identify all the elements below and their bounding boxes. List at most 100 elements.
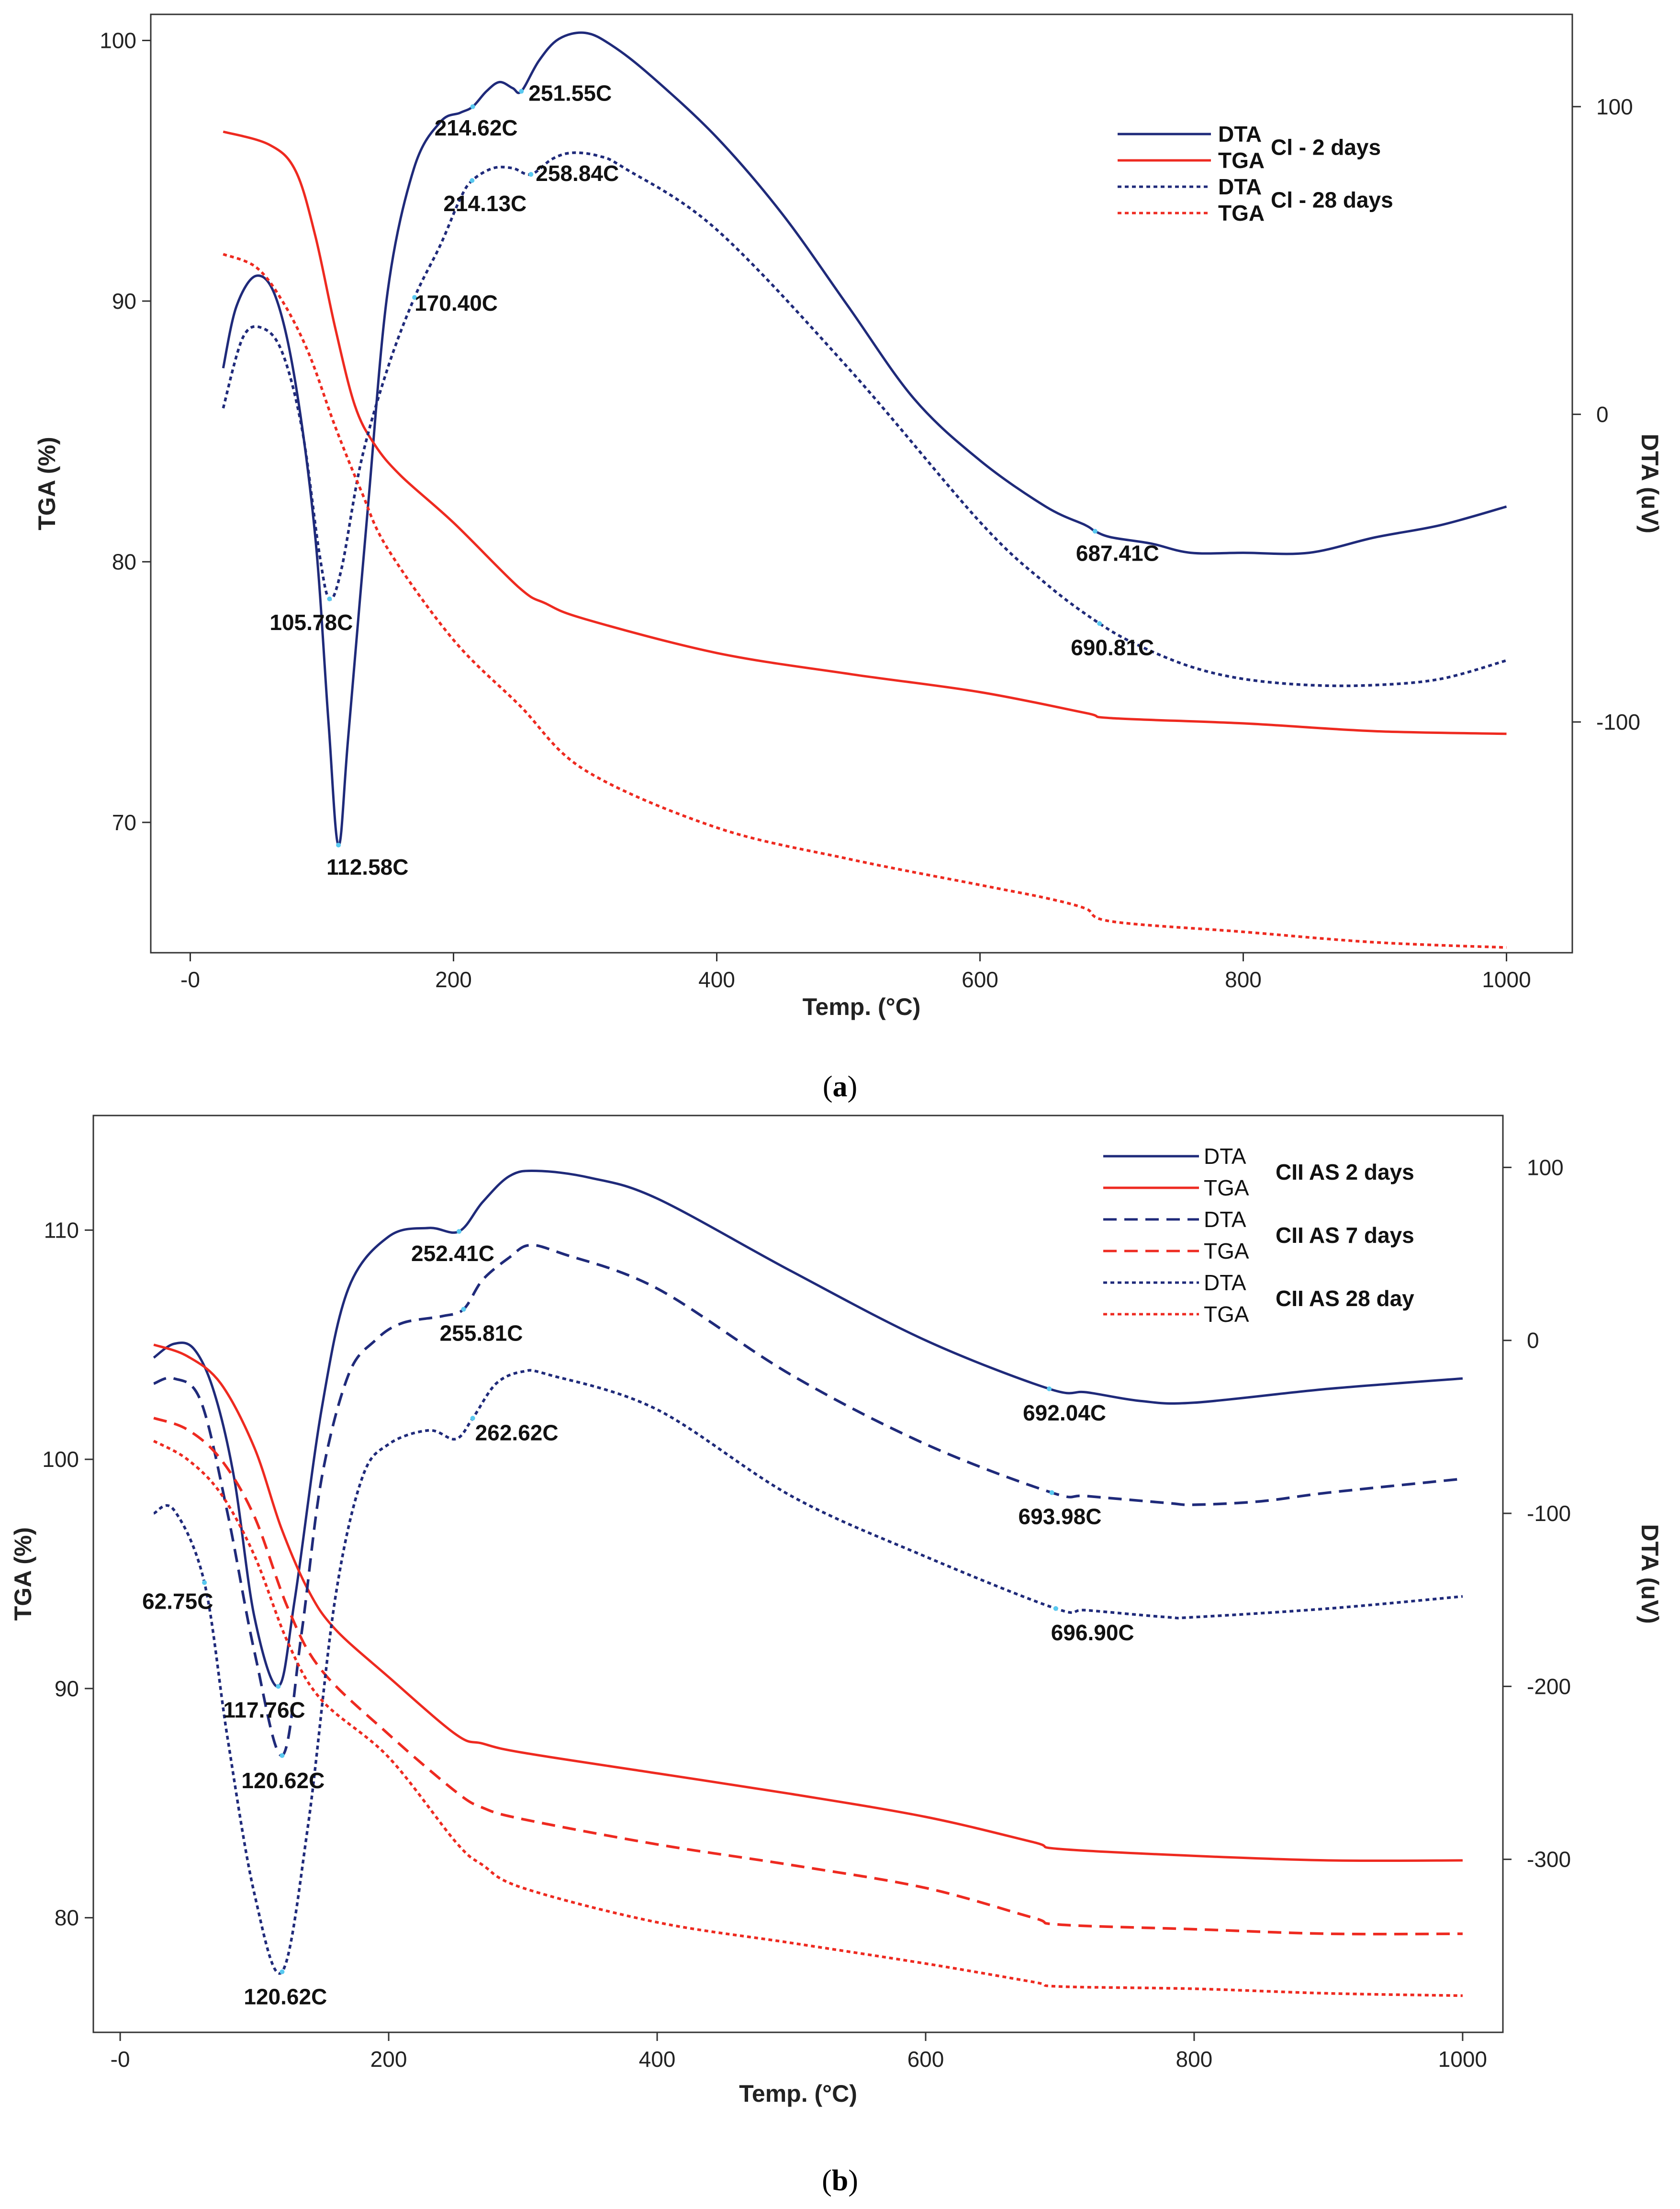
panel-b-peak-marker xyxy=(470,1416,475,1421)
panel-a-peak-marker xyxy=(412,295,417,300)
panel-b-x-tick-label: 1000 xyxy=(1438,2047,1487,2072)
panel-a-caption: (a) xyxy=(823,1071,857,1103)
panel-b-caption-letter: b xyxy=(832,2164,848,2197)
panel-a-peak-marker xyxy=(336,843,341,848)
panel-a-legend-label: DTA xyxy=(1218,174,1262,199)
panel-b-legend-group-label: CII AS 7 days xyxy=(1276,1223,1414,1248)
panel-a-x-tick-label: 800 xyxy=(1225,967,1262,992)
panel-a-peak-label: 105.78C xyxy=(269,610,353,635)
panel-b-legend-label: TGA xyxy=(1204,1302,1249,1327)
panel-a-y2-axis-title: DTA (uV) xyxy=(1636,434,1663,533)
panel-b-peak-marker xyxy=(280,1969,285,1974)
panel-b-peak-marker xyxy=(457,1229,462,1234)
panel-b-legend-label: DTA xyxy=(1204,1207,1246,1232)
panel-b-caption: (b) xyxy=(822,2164,858,2197)
panel-a-legend-label: TGA xyxy=(1218,148,1265,173)
panel-b-y-tick-label: 90 xyxy=(55,1676,79,1701)
panel-a-x-axis-title: Temp. (°C) xyxy=(803,993,921,1020)
panel-b-x-tick-label: 800 xyxy=(1176,2047,1213,2072)
panel-b-peak-marker xyxy=(1047,1386,1052,1391)
panel-a-caption-letter: a xyxy=(833,1071,848,1103)
panel-a-legend-label: DTA xyxy=(1218,122,1262,147)
panel-a-peak-label: 170.40C xyxy=(414,291,498,316)
panel-b-y2-tick-label: -100 xyxy=(1527,1501,1571,1526)
panel-b-peak-marker xyxy=(280,1753,285,1758)
panel-b-x-tick-label: -0 xyxy=(111,2047,130,2072)
panel-a-y-tick-label: 70 xyxy=(112,810,136,835)
panel-b-x-tick-label: 600 xyxy=(907,2047,944,2072)
panel-a-peak-marker xyxy=(1097,621,1102,626)
panel-b-x-tick-label: 200 xyxy=(370,2047,407,2072)
panel-b-y2-tick-label: -300 xyxy=(1527,1847,1571,1872)
panel-a-y2-tick-label: 100 xyxy=(1596,94,1633,119)
panel-b-legend-label: TGA xyxy=(1204,1239,1249,1263)
panel-b-peak-marker xyxy=(202,1580,207,1585)
panel-b-y-tick-label: 80 xyxy=(55,1905,79,1930)
panel-b-peak-label: 696.90C xyxy=(1051,1620,1134,1645)
panel-a-y2-tick-label: 0 xyxy=(1596,402,1609,427)
panel-b-y2-tick-label: -200 xyxy=(1527,1674,1571,1699)
panel-a-x-tick-label: 400 xyxy=(698,967,735,992)
panel-a-peak-label: 251.55C xyxy=(528,81,612,106)
panel-b-y-tick-label: 110 xyxy=(44,1217,79,1242)
panel-a-x-tick-label: 200 xyxy=(435,967,472,992)
panel-b-peak-label: 252.41C xyxy=(411,1241,494,1266)
panel-a-y-tick-label: 100 xyxy=(100,28,136,53)
panel-a-legend-label: TGA xyxy=(1218,201,1265,225)
panel-b-y2-tick-label: 0 xyxy=(1527,1328,1539,1353)
panel-b-peak-label: 62.75C xyxy=(142,1589,213,1614)
panel-b-peak-label: 120.62C xyxy=(241,1768,325,1793)
panel-a-peak-label: 214.13C xyxy=(443,191,526,216)
panel-b-peak-marker xyxy=(276,1684,281,1689)
panel-a-peak-marker xyxy=(519,89,524,94)
panel-b-legend-group-label: CII AS 28 day xyxy=(1276,1286,1414,1311)
panel-a-x-tick-label: 600 xyxy=(962,967,998,992)
panel-a-peak-marker xyxy=(470,104,475,109)
panel-a-peak-label: 687.41C xyxy=(1076,541,1159,566)
panel-b-y-axis-title: TGA (%) xyxy=(10,1527,36,1621)
panel-b-series-tga-dashed xyxy=(153,1417,1463,1936)
panel-a-x-tick-label: -0 xyxy=(180,967,200,992)
panel-b-series-tga-solid xyxy=(153,1343,1463,1862)
panel-a-peak-marker xyxy=(528,172,534,177)
panel-a-peak-marker xyxy=(327,596,332,601)
panel-b-peak-label: 255.81C xyxy=(440,1321,523,1346)
panel-a-peak-marker xyxy=(1092,529,1098,534)
panel-b-legend-group-label: CII AS 2 days xyxy=(1276,1160,1414,1184)
panel-a-y-tick-label: 80 xyxy=(112,549,136,574)
panel-a-plot-frame xyxy=(150,13,1573,954)
panel-a-y-tick-label: 90 xyxy=(112,289,136,314)
panel-b-series-dta-solid xyxy=(153,1169,1463,1688)
panel-a-peak-label: 690.81C xyxy=(1071,635,1154,660)
panel-b-peak-marker xyxy=(1053,1606,1058,1611)
panel-a-peak-label: 112.58C xyxy=(326,855,408,879)
panel-b-x-axis-title: Temp. (°C) xyxy=(739,2080,857,2107)
panel-a-y2-tick-label: -100 xyxy=(1596,710,1640,734)
panel-b-peak-label: 693.98C xyxy=(1019,1504,1102,1529)
panel-a-y-axis-title: TGA (%) xyxy=(34,437,60,530)
panel-b-peak-marker xyxy=(461,1307,466,1312)
panel-b-peak-label: 692.04C xyxy=(1023,1400,1106,1425)
panel-a-peak-label: 258.84C xyxy=(536,161,619,186)
panel-b-legend-label: TGA xyxy=(1204,1175,1249,1200)
panel-a-peak-label: 214.62C xyxy=(435,115,518,140)
panel-a-peak-marker xyxy=(470,178,475,183)
panel-a-series-tga-solid xyxy=(223,130,1507,735)
panel-b-y2-axis-title: DTA (uV) xyxy=(1636,1524,1663,1623)
panel-a: (a) -0 200 400 600 800 1000 70 80 90 100 -100 0 100 T… xyxy=(34,13,1663,1103)
panel-a-x-tick-label: 1000 xyxy=(1482,967,1531,992)
panel-b-peak-label: 120.62C xyxy=(244,1984,327,2009)
panel-b-y2-tick-label: 100 xyxy=(1527,1155,1564,1180)
panel-b-y-tick-label: 100 xyxy=(42,1447,79,1472)
panel-b-series-dta-dashed xyxy=(153,1244,1463,1757)
panel-b-series-tga-dotted xyxy=(153,1440,1463,1997)
panel-b: (b) -0 200 400 600 800 10008090100110-300-200… xyxy=(10,1115,1663,2197)
panel-b-x-tick-label: 400 xyxy=(639,2047,676,2072)
panel-a-legend-group-label: Cl - 28 days xyxy=(1271,188,1393,213)
panel-b-peak-marker xyxy=(1049,1490,1054,1495)
panel-b-legend-label: DTA xyxy=(1204,1270,1246,1295)
panel-b-legend-label: DTA xyxy=(1204,1144,1246,1169)
panel-a-legend-group-label: Cl - 2 days xyxy=(1271,135,1381,160)
panel-a-series-dta-solid xyxy=(222,31,1507,846)
